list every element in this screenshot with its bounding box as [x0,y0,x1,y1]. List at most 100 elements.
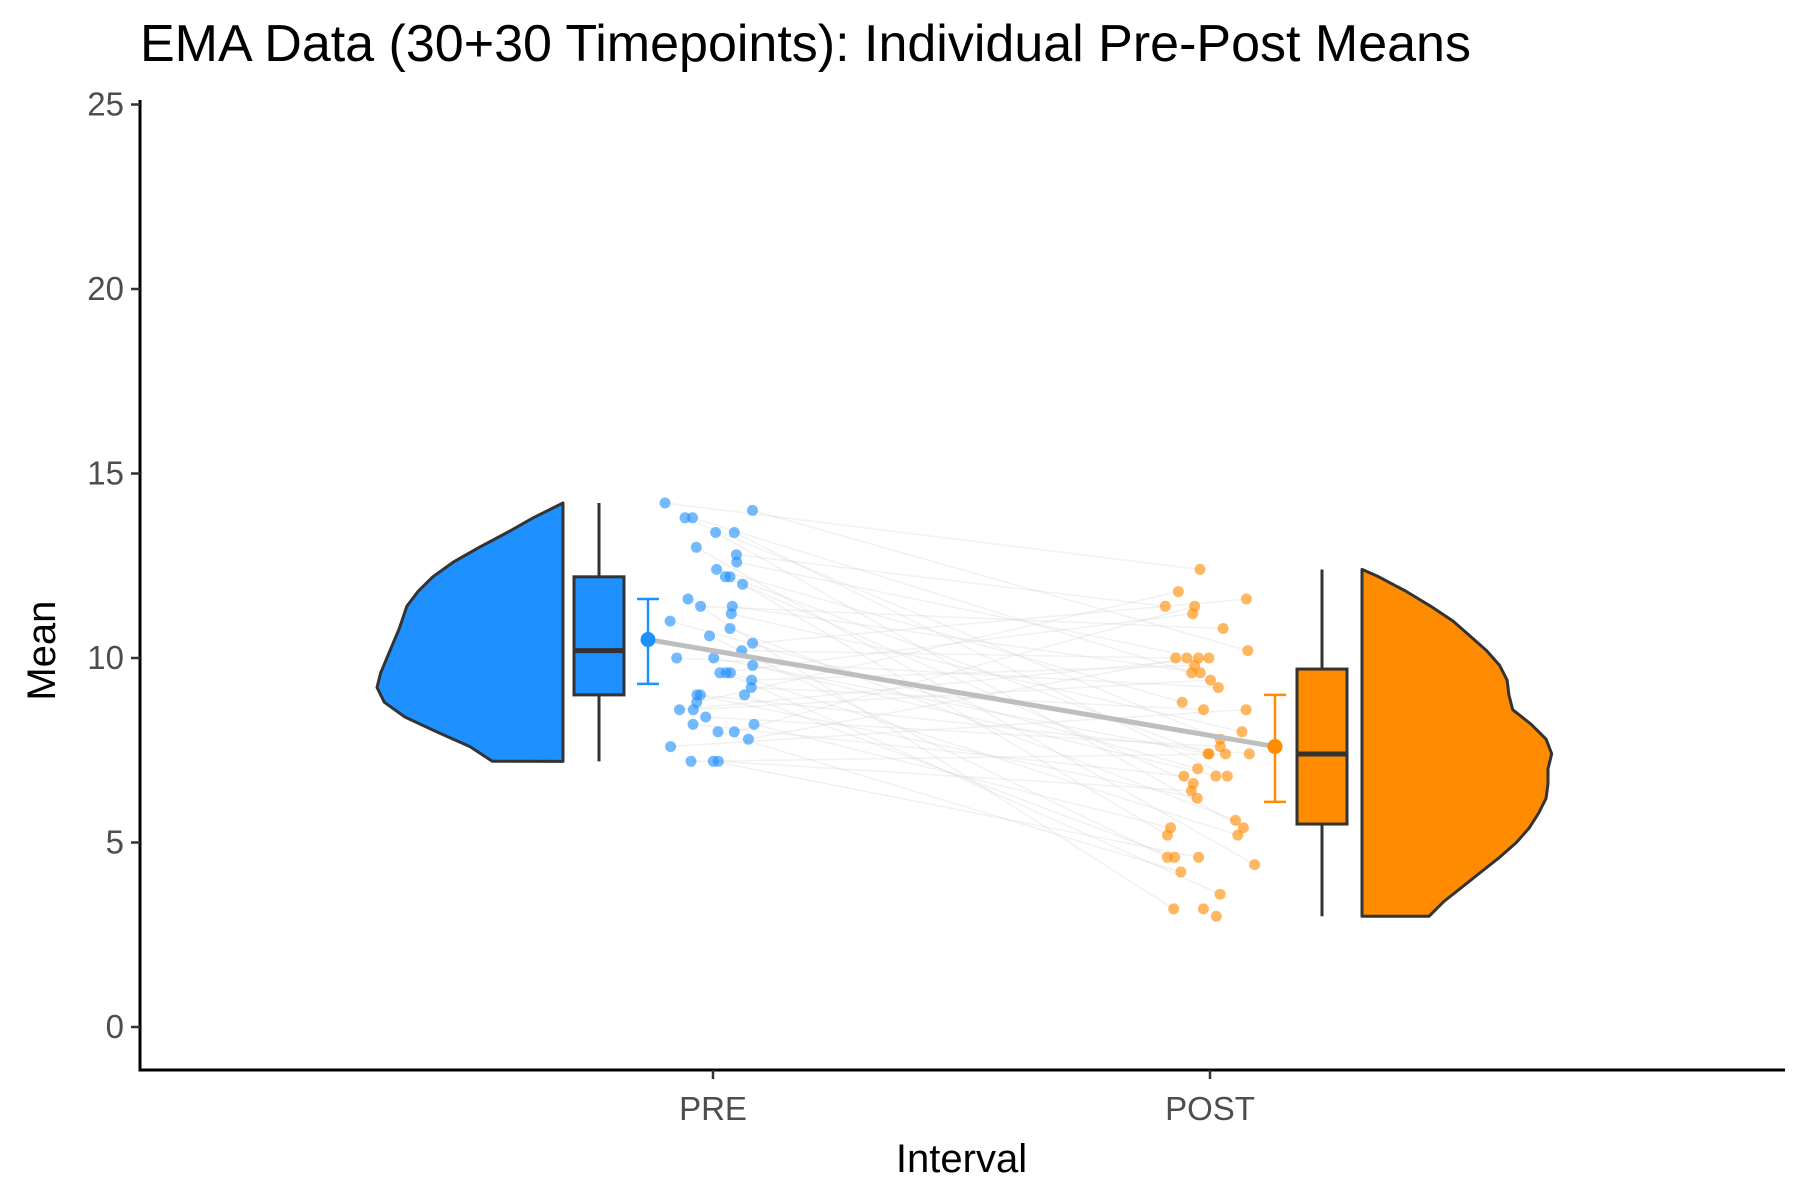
paired-line [744,694,1175,858]
data-point-post [1242,645,1254,657]
paired-line [700,694,1250,755]
data-point-post [1194,667,1206,679]
data-point-post [1202,748,1214,760]
y-tick-label: 15 [87,455,124,492]
x-ticks: PRE POST [679,1070,1255,1127]
paired-line [695,546,1256,866]
data-point-pre [747,637,759,649]
data-point-pre [737,578,749,590]
data-point-pre [708,652,720,664]
paired-line [676,657,1219,689]
boxplots [572,503,1349,917]
x-tick-label: PRE [679,1090,747,1127]
paired-line [696,590,1179,704]
density-cloud-pre [375,501,565,763]
data-point-pre [747,659,759,671]
paired-line [751,664,1195,681]
data-point-post [1181,652,1193,664]
paired-line [753,723,1171,829]
data-point-post [1210,910,1222,922]
paired-line [731,612,1243,733]
data-point-pre [739,689,750,701]
data-point-pre [712,726,724,738]
data-point-pre [700,711,712,723]
data-point-pre [725,608,737,620]
axes [138,100,1785,1072]
paired-line [713,760,1199,858]
data-point-post [1232,829,1244,841]
boxplot-post [1295,569,1349,917]
data-point-post [1186,667,1198,679]
data-point-post [1159,600,1171,612]
mean-point [1267,739,1283,755]
data-point-pre [707,755,719,767]
data-point-post [1212,682,1224,693]
chart-title: EMA Data (30+30 Timepoints): Individual … [140,15,1471,73]
data-point-pre [704,630,715,642]
data-point-pre [682,593,694,605]
mean-summary [637,597,1286,804]
paired-line [716,568,1183,704]
paired-line [732,605,1201,674]
paired-line [715,531,1244,829]
paired-line [752,664,1216,777]
data-point-pre [710,527,722,538]
data-point-pre [714,667,726,679]
data-point-pre [665,741,677,753]
data-point-pre [742,733,754,745]
mean-point [640,632,656,648]
paired-line [729,576,1209,755]
data-point-pre [748,718,760,730]
paired-line [742,583,1168,836]
paired-lines [664,502,1256,910]
paired-line [687,598,1175,910]
x-tick-label: POST [1165,1090,1255,1127]
data-point-post [1197,903,1209,915]
data-point-post [1210,770,1222,782]
data-point-pre [687,704,699,716]
data-point-post [1178,770,1190,782]
data-point-pre [687,718,699,730]
paired-line [669,620,1198,770]
paired-line [736,561,1199,659]
data-point-pre [745,682,757,693]
data-point-post [1221,770,1233,782]
paired-line [733,531,1228,777]
data-point-pre [695,600,707,612]
paired-line [717,731,1182,873]
mean-connecting-line [645,637,1278,750]
data-point-post [1170,652,1182,664]
y-ticks: 0 5 10 15 20 25 [87,86,140,1045]
data-point-post [1176,696,1188,708]
paired-line [725,576,1194,785]
paired-line [693,679,1211,711]
y-axis-title: Mean [20,601,64,701]
data-point-post [1175,866,1187,878]
data-point-post [1161,829,1173,841]
data-point-pre [679,512,691,524]
data-point-pre [724,623,736,634]
y-tick-label: 10 [87,639,124,676]
data-point-pre [719,571,731,583]
paired-line [748,657,1188,740]
data-point-pre [747,504,758,516]
paired-line [751,686,1204,711]
data-point-post [1220,748,1231,760]
y-tick-label: 0 [106,1008,124,1045]
paired-line [692,517,1192,674]
paired-line [736,553,1166,608]
data-point-pre [664,615,676,627]
data-point-post [1172,586,1184,598]
data-point-post [1191,792,1203,804]
data-point-pre [690,541,702,553]
density-cloud-post [1360,567,1554,918]
data-point-pre [685,755,697,767]
data-point-pre [731,556,743,568]
paired-line [664,502,1201,571]
paired-line [692,723,1184,777]
data-point-post [1161,851,1173,863]
data-point-post [1236,726,1248,738]
data-point-post [1168,903,1180,915]
data-point-post [1214,888,1226,900]
data-point-post [1243,748,1255,760]
